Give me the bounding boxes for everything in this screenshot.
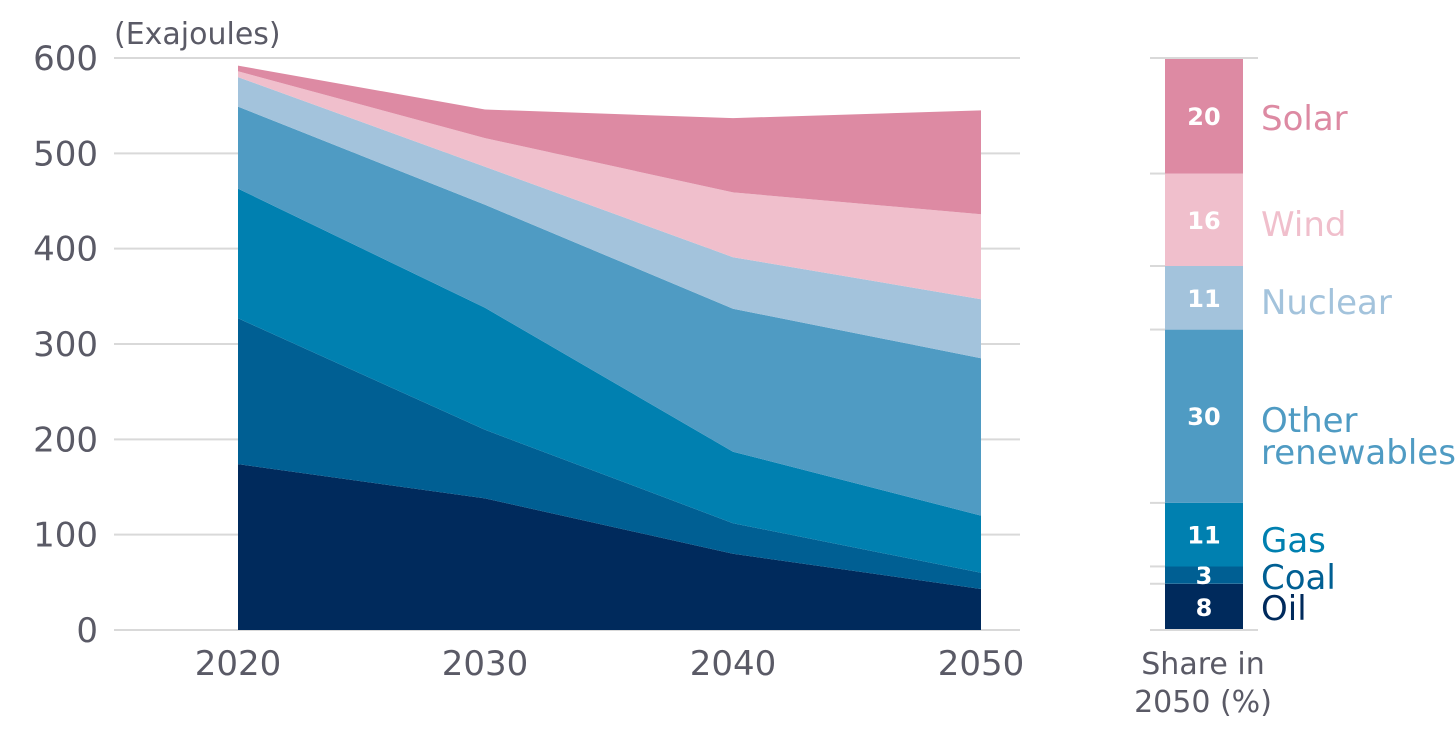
area-series-solar: [238, 65, 981, 215]
y-unit-label: (Exajoules): [114, 17, 281, 52]
area-series-gas: [238, 188, 981, 573]
y-tick-label: 400: [33, 230, 98, 270]
legend-label-solar: Solar: [1261, 99, 1348, 139]
share-value-label: 11: [1187, 522, 1220, 550]
x-tick-label: 2050: [938, 644, 1025, 684]
legend-label-wind: Wind: [1261, 205, 1346, 245]
share-value-label: 3: [1196, 562, 1213, 590]
legend-label-other-renewables: Other renewables: [1261, 401, 1456, 473]
share-caption-line2: 2050 (%): [1134, 685, 1272, 720]
area-series-oil: [238, 464, 981, 630]
stacked-areas: [238, 65, 981, 630]
share-value-label: 11: [1187, 285, 1220, 313]
y-tick-label: 500: [33, 134, 98, 174]
x-tick-label: 2020: [195, 644, 282, 684]
x-tick-label: 2030: [442, 644, 529, 684]
share-segment-oil: [1165, 583, 1243, 630]
y-tick-label: 200: [33, 420, 98, 460]
x-axis: 2020 2030 2040 2050: [195, 644, 1025, 684]
y-tick-label: 300: [33, 325, 98, 365]
share-value-label: 30: [1187, 403, 1220, 431]
share-value-label: 8: [1196, 594, 1213, 622]
legend-label-nuclear: Nuclear: [1261, 283, 1392, 323]
area-series-other-renewables: [238, 106, 981, 516]
legend-label-coal: Coal: [1261, 558, 1336, 598]
legend-label-oil: Oil: [1261, 589, 1307, 629]
share-segment-wind: [1165, 173, 1243, 266]
share-value-label: 16: [1187, 207, 1220, 235]
share-value-label: 20: [1187, 103, 1220, 131]
share-segment-nuclear: [1165, 266, 1243, 330]
area-series-wind: [238, 71, 981, 300]
share-segment-coal: [1165, 566, 1243, 584]
share-segment-solar: [1165, 58, 1243, 174]
y-tick-label: 600: [33, 39, 98, 79]
area-series-nuclear: [238, 77, 981, 359]
y-tick-label: 0: [76, 611, 98, 651]
legend-label-gas: Gas: [1261, 521, 1326, 561]
share-segment-gas: [1165, 502, 1243, 567]
y-tick-label: 100: [33, 516, 98, 556]
share-segment-other-renewables: [1165, 329, 1243, 503]
share-caption-line1: Share in: [1141, 647, 1264, 682]
x-tick-label: 2040: [690, 644, 777, 684]
area-series-coal: [238, 318, 981, 589]
share-bar: 8 3 11 30 11 16 20: [1150, 57, 1258, 631]
y-axis: 0 100 200 300 400 500 600: [33, 39, 98, 651]
